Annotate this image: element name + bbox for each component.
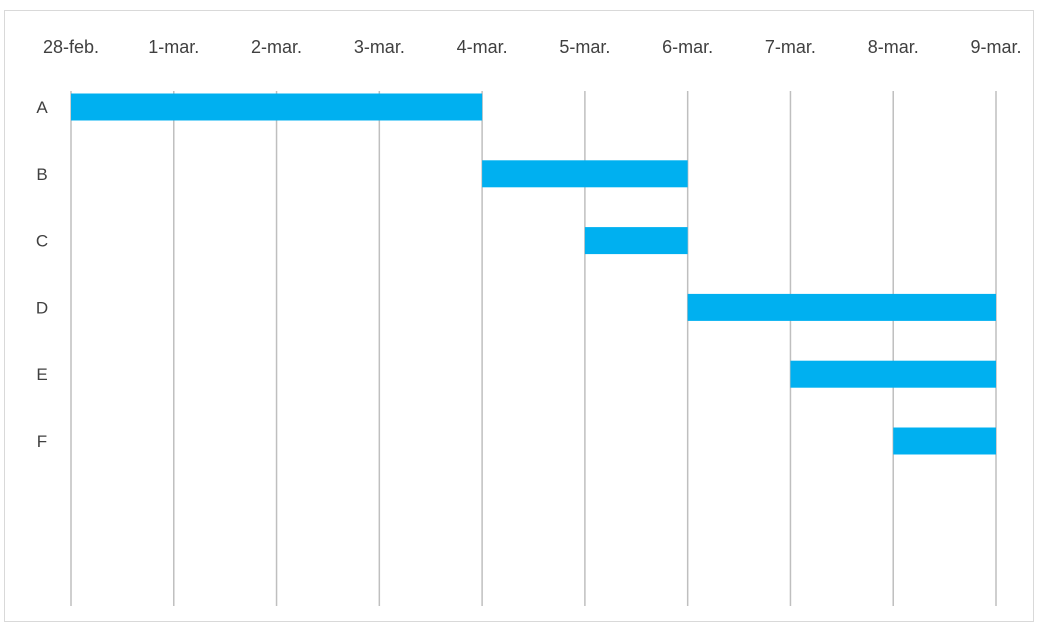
category-label-f: F [37,432,47,451]
y-axis-category-labels: A B C D E F [36,98,48,451]
x-tick-label: 3-mar. [354,37,405,57]
x-tick-label: 8-mar. [868,37,919,57]
task-bar-e [790,360,996,388]
x-tick-label: 6-mar. [662,37,713,57]
x-tick-label: 4-mar. [457,37,508,57]
chart-frame: 28-feb. 1-mar. 2-mar. 3-mar. 4-mar. 5-mar. 6-m… [4,10,1034,622]
task-bar-d [687,293,996,321]
task-bar-c [584,227,688,255]
x-tick-label: 7-mar. [765,37,816,57]
x-tick-label: 2-mar. [251,37,302,57]
x-tick-label: 9-mar. [970,37,1021,57]
task-bar-b [482,160,688,188]
task-bars [71,93,996,455]
category-label-b: B [36,165,47,184]
category-label-c: C [36,232,48,251]
category-label-a: A [36,98,48,117]
category-label-d: D [36,298,48,317]
x-tick-label: 28-feb. [43,37,99,57]
gantt-chart: 28-feb. 1-mar. 2-mar. 3-mar. 4-mar. 5-mar. 6-m… [36,37,1022,606]
x-axis-tick-labels: 28-feb. 1-mar. 2-mar. 3-mar. 4-mar. 5-mar. 6-m… [43,37,1022,57]
task-bar-a [71,93,483,121]
x-tick-label: 1-mar. [148,37,199,57]
task-bar-f [893,427,996,455]
category-label-e: E [36,365,47,384]
x-tick-label: 5-mar. [559,37,610,57]
